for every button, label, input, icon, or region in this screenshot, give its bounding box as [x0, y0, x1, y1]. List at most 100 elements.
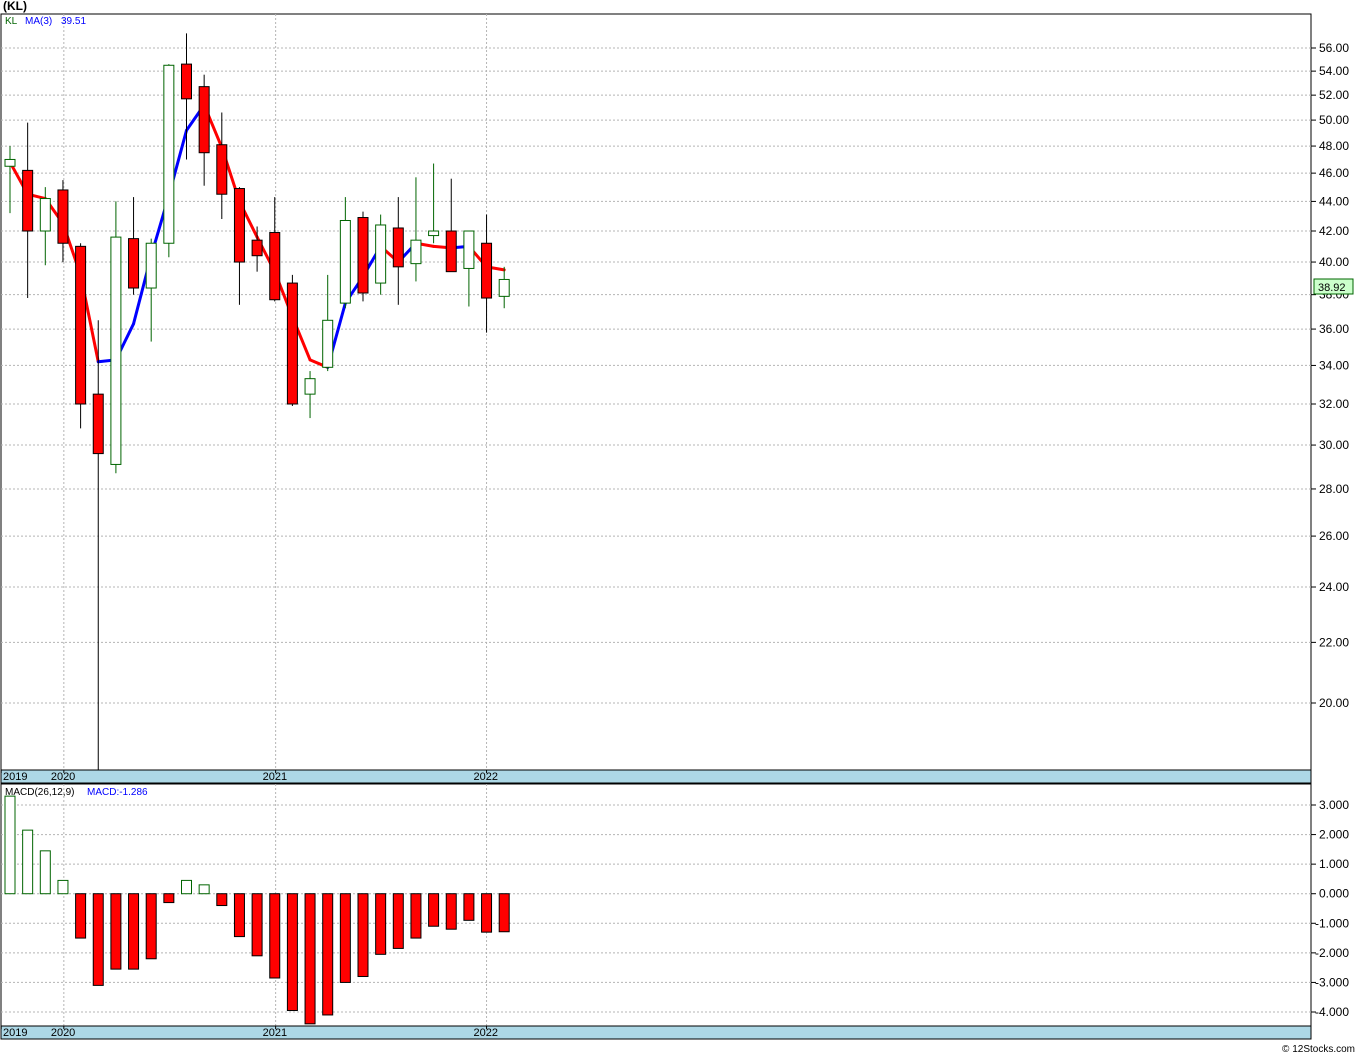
macd-y-tick-label: 3.000	[1319, 798, 1349, 812]
price-x-tick-label: 2021	[263, 771, 287, 783]
price-y-tick-label: 56.00	[1319, 41, 1349, 55]
last-price-tag-box	[1313, 278, 1354, 295]
macd-bar	[198, 884, 210, 895]
price-y-tick-label: 32.00	[1319, 397, 1349, 411]
candle-body-down	[128, 238, 140, 289]
candle	[92, 320, 104, 781]
macd-bar	[304, 893, 316, 1025]
price-y-tick-label: 28.00	[1319, 482, 1349, 496]
price-y-tick-label: 50.00	[1319, 113, 1349, 127]
price-y-tick-label: 20.00	[1319, 696, 1349, 710]
candle	[4, 146, 16, 214]
price-x-tick-label: 2022	[474, 771, 498, 783]
macd-x-axis: 2019 2020 2021 2022	[0, 1025, 1312, 1040]
macd-bar	[75, 893, 87, 939]
price-y-tick-label: 52.00	[1319, 88, 1349, 102]
legend-ma-label: MA(3)	[25, 16, 52, 27]
candlesticks	[4, 33, 510, 781]
candle	[410, 177, 422, 282]
macd-bar	[57, 879, 69, 895]
macd-bar	[145, 893, 157, 960]
candle-body-down	[286, 282, 298, 405]
candle-body-up	[4, 158, 16, 167]
candle-body-up	[322, 319, 334, 368]
candle	[428, 163, 440, 244]
macd-bar	[392, 893, 404, 949]
price-y-tick-label: 44.00	[1319, 194, 1349, 208]
candle	[286, 274, 298, 406]
macd-x-tick-label: 2022	[474, 1027, 498, 1039]
price-y-tick-label: 22.00	[1319, 635, 1349, 649]
candle	[198, 74, 210, 186]
chart-title: (KL)	[3, 0, 27, 13]
macd-bar	[233, 893, 245, 938]
price-gridlines	[1, 14, 1311, 770]
footer-credit: © 12Stocks.com	[1282, 1044, 1355, 1055]
macd-bar	[251, 893, 263, 957]
macd-panel-frame	[0, 783, 1312, 1027]
price-y-tick-label: 34.00	[1319, 358, 1349, 372]
macd-legend-value: MACD:-1.286	[87, 787, 148, 798]
candle	[339, 197, 351, 309]
macd-panel: 3.000 2.000 1.000 0.000 -1.000 -2.000 -3.000 -4…	[0, 783, 1349, 1027]
candle	[269, 197, 281, 302]
price-y-tick-label: 46.00	[1319, 166, 1349, 180]
macd-bar	[286, 893, 298, 1012]
price-y-tick-label: 24.00	[1319, 580, 1349, 594]
macd-bar	[4, 795, 16, 895]
macd-bar	[110, 893, 122, 970]
candle-body-down	[269, 232, 281, 301]
price-x-axis-band	[0, 769, 1312, 784]
candle-body-down	[181, 63, 192, 100]
macd-bar	[163, 893, 175, 904]
candle-body-up	[163, 64, 175, 244]
candle	[181, 33, 192, 160]
last-price-tag: 38.92	[1318, 282, 1346, 294]
candle-body-up	[428, 230, 440, 237]
price-y-tick-label: 26.00	[1319, 529, 1349, 543]
candle-body-down	[392, 227, 404, 268]
price-y-axis: 56.00 54.00 52.00 50.00 48.00 46.00 44.00 42.00…	[1311, 41, 1349, 710]
candle-body-down	[22, 169, 34, 232]
candle-body-up	[39, 198, 51, 232]
candle	[481, 214, 493, 333]
macd-histogram	[4, 795, 510, 1025]
candle	[375, 214, 387, 295]
macd-y-tick-label: -3.000	[1315, 975, 1349, 989]
macd-bar	[181, 879, 192, 895]
legend-ma-value: 39.51	[61, 16, 86, 27]
candle-body-up	[463, 230, 475, 269]
candle	[445, 178, 457, 273]
price-panel: 56.00 54.00 52.00 50.00 48.00 46.00 44.00 42.00…	[0, 13, 1354, 781]
candle	[463, 230, 475, 307]
macd-x-tick-label: 2019	[3, 1027, 27, 1039]
price-panel-frame	[0, 13, 1312, 771]
candle-body-down	[251, 239, 263, 257]
macd-bar	[445, 893, 457, 930]
candle-body-up	[410, 239, 422, 265]
candle-body-up	[375, 224, 387, 284]
candle	[251, 226, 263, 272]
macd-bar	[428, 893, 440, 927]
candle-body-down	[75, 245, 87, 405]
macd-y-tick-label: -1.000	[1315, 916, 1349, 930]
price-y-tick-label: 40.00	[1319, 255, 1349, 269]
candle-body-down	[445, 230, 457, 273]
candle	[216, 112, 228, 220]
price-y-tick-label: 36.00	[1319, 322, 1349, 336]
macd-y-tick-label: -2.000	[1315, 946, 1349, 960]
macd-x-tick-label: 2020	[51, 1027, 75, 1039]
candle-body-down	[216, 144, 228, 195]
price-y-tick-label: 42.00	[1319, 224, 1349, 238]
price-y-tick-label: 54.00	[1319, 64, 1349, 78]
macd-bar	[322, 893, 334, 1016]
macd-bar	[269, 893, 281, 979]
candle-body-up	[339, 219, 351, 304]
candle	[22, 122, 34, 299]
macd-y-tick-label: -4.000	[1315, 1005, 1349, 1019]
candle	[304, 371, 316, 419]
price-y-tick-label: 48.00	[1319, 139, 1349, 153]
candle	[233, 187, 245, 305]
candle-body-up	[304, 378, 316, 395]
